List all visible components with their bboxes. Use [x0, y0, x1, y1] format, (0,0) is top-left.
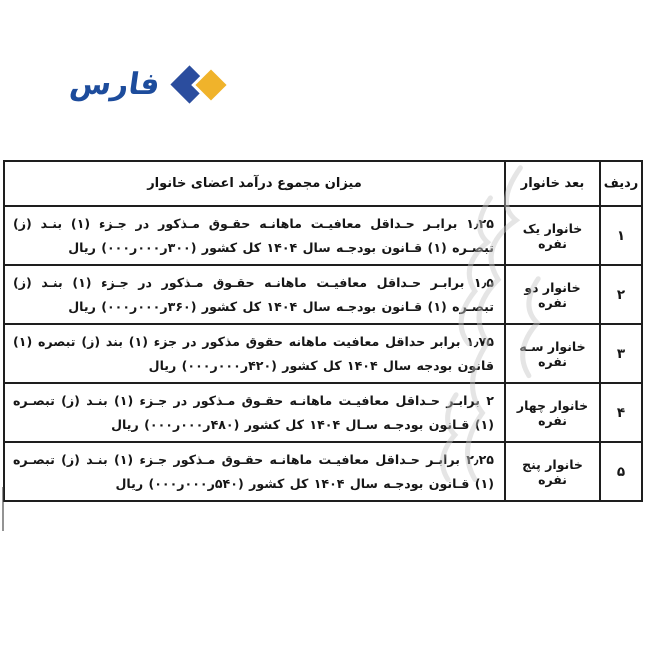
household-size: خانوار دو نفره: [504, 264, 601, 325]
row-number: ۳: [599, 323, 643, 384]
income-description: ۲ برابـر حـداقل معافیـت ماهانـه حقـوق مـ…: [3, 382, 506, 443]
logo-yellow-diamond-icon: [195, 69, 227, 101]
scan-edge-artifact: [2, 487, 4, 531]
header-row-number: ردیف: [599, 160, 643, 207]
header-household-size: بعد خانوار: [504, 160, 601, 207]
household-income-table: ردیف بعد خانوار میزان مجموع درآمد اعضای …: [3, 160, 643, 502]
table-row: ۵ خانوار پنج نفره ۲٫۲۵ برابـر حـداقل معا…: [3, 441, 643, 502]
table-row: ۲ خانوار دو نفره ۱٫۵ برابـر حـداقل معافی…: [3, 264, 643, 325]
income-description: ۱٫۲۵ برابـر حـداقل معافیـت ماهانـه حقـوق…: [3, 205, 506, 266]
row-number: ۱: [599, 205, 643, 266]
fars-logo-mark: [169, 62, 230, 108]
row-number: ۴: [599, 382, 643, 443]
table-row: ۳ خانوار سـه نفره ۱٫۷۵ برابر حداقل معافی…: [3, 323, 643, 384]
table-header-row: ردیف بعد خانوار میزان مجموع درآمد اعضای …: [3, 160, 643, 207]
table-row: ۴ خانوار چهار نفره ۲ برابـر حـداقل معافی…: [3, 382, 643, 443]
row-number: ۲: [599, 264, 643, 325]
header-income-amount: میزان مجموع درآمد اعضای خانوار: [3, 160, 506, 207]
household-size: خانوار پنج نفره: [504, 441, 601, 502]
income-description: ۱٫۵ برابـر حـداقل معافیـت ماهانـه حقـوق …: [3, 264, 506, 325]
income-description: ۱٫۷۵ برابر حداقل معافیت ماهانه حقوق مذکو…: [3, 323, 506, 384]
row-number: ۵: [599, 441, 643, 502]
household-size: خانوار یک نفره: [504, 205, 601, 266]
household-size: خانوار سـه نفره: [504, 323, 601, 384]
fars-logo-text: فارس: [67, 67, 163, 102]
household-size: خانوار چهار نفره: [504, 382, 601, 443]
table-row: ۱ خانوار یک نفره ۱٫۲۵ برابـر حـداقل معاف…: [3, 205, 643, 266]
income-description: ۲٫۲۵ برابـر حـداقل معافیـت ماهانـه حقـوق…: [3, 441, 506, 502]
fars-logo: فارس: [67, 62, 230, 108]
